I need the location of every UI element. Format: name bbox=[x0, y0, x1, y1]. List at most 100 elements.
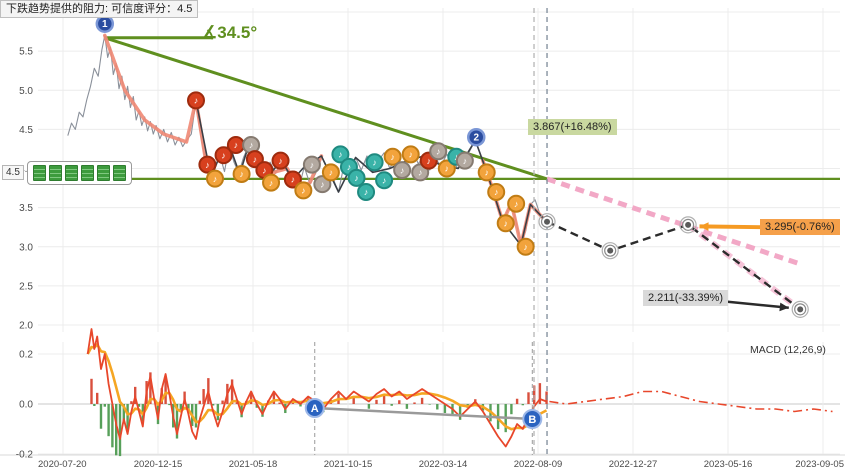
svg-text:♪: ♪ bbox=[301, 186, 306, 196]
svg-text:♪: ♪ bbox=[269, 178, 274, 188]
event-marker-teal[interactable]: ♪ bbox=[357, 182, 376, 201]
event-marker-gray[interactable]: ♪ bbox=[429, 142, 448, 161]
event-marker-orange[interactable]: ♪ bbox=[321, 163, 340, 182]
pivot-marker-1[interactable]: 1 bbox=[95, 14, 115, 33]
svg-text:A: A bbox=[311, 403, 319, 415]
x-axis-date: 2022-03-14 bbox=[419, 459, 468, 470]
svg-text:0.2: 0.2 bbox=[19, 350, 33, 361]
svg-text:♪: ♪ bbox=[400, 165, 405, 175]
score-tag: 4.5 bbox=[2, 165, 24, 180]
svg-text:♪: ♪ bbox=[221, 150, 226, 160]
event-marker-teal[interactable]: ♪ bbox=[365, 153, 384, 172]
event-marker-teal[interactable]: ♪ bbox=[331, 145, 350, 164]
event-marker-orange[interactable]: ♪ bbox=[383, 147, 402, 166]
pivot-markers: 12 bbox=[95, 14, 486, 147]
x-axis-date: 2022-08-09 bbox=[514, 459, 563, 470]
pivot-marker-2[interactable]: 2 bbox=[467, 127, 486, 147]
svg-text:♪: ♪ bbox=[354, 173, 359, 183]
svg-text:♪: ♪ bbox=[463, 156, 468, 166]
angle-annotation: ∡34.5° bbox=[202, 23, 258, 42]
svg-text:♪: ♪ bbox=[382, 175, 387, 185]
event-marker-red[interactable]: ♪ bbox=[271, 151, 290, 170]
svg-text:♪: ♪ bbox=[418, 168, 423, 178]
x-axis-date: 2021-10-15 bbox=[324, 459, 373, 470]
x-axis-date: 2020-07-20 bbox=[38, 459, 87, 470]
event-marker-orange[interactable]: ♪ bbox=[262, 173, 281, 192]
svg-text:♪: ♪ bbox=[408, 150, 413, 160]
macd-ab-markers: AB bbox=[304, 398, 543, 429]
event-marker-orange[interactable]: ♪ bbox=[516, 237, 535, 256]
event-marker-orange[interactable]: ♪ bbox=[401, 145, 420, 164]
svg-text:♪: ♪ bbox=[205, 160, 210, 170]
svg-text:♪: ♪ bbox=[364, 187, 369, 197]
event-marker-red[interactable]: ♪ bbox=[198, 155, 217, 174]
price-target-orange-label: 3.295(-0.76%) bbox=[760, 219, 840, 235]
event-marker-orange[interactable]: ♪ bbox=[294, 181, 313, 200]
svg-text:3.5: 3.5 bbox=[19, 203, 33, 214]
event-marker-gray[interactable]: ♪ bbox=[302, 155, 321, 174]
svg-text:♪: ♪ bbox=[427, 156, 432, 166]
svg-text:B: B bbox=[528, 414, 536, 426]
macd-marker-B[interactable]: B bbox=[522, 409, 543, 429]
x-axis-date: 2020-12-15 bbox=[134, 459, 183, 470]
event-marker-orange[interactable]: ♪ bbox=[487, 182, 506, 201]
x-axis-date: 2023-09-05 bbox=[795, 459, 844, 470]
event-marker-orange[interactable]: ♪ bbox=[232, 164, 251, 183]
price-target-mid-label: 3.867(+16.48%) bbox=[528, 119, 617, 135]
event-marker-orange[interactable]: ♪ bbox=[206, 169, 224, 188]
event-marker-red[interactable]: ♪ bbox=[214, 146, 233, 165]
svg-text:♪: ♪ bbox=[213, 174, 218, 184]
svg-text:♪: ♪ bbox=[310, 160, 315, 170]
svg-text:♪: ♪ bbox=[320, 179, 325, 189]
svg-text:4.5: 4.5 bbox=[19, 125, 33, 136]
svg-text:2.0: 2.0 bbox=[19, 321, 33, 332]
svg-text:♪: ♪ bbox=[291, 175, 296, 185]
svg-text:0.0: 0.0 bbox=[19, 400, 33, 411]
event-marker-red[interactable]: ♪ bbox=[187, 91, 205, 110]
event-marker-orange[interactable]: ♪ bbox=[477, 163, 496, 182]
svg-text:♪: ♪ bbox=[262, 165, 267, 175]
price-target-gray-label: 2.211(-33.39%) bbox=[643, 290, 729, 306]
svg-text:♪: ♪ bbox=[329, 168, 334, 178]
svg-text:♪: ♪ bbox=[234, 140, 239, 150]
event-marker-red[interactable]: ♪ bbox=[226, 136, 245, 155]
svg-text:♪: ♪ bbox=[390, 152, 395, 162]
svg-text:5.5: 5.5 bbox=[19, 47, 33, 58]
svg-text:♪: ♪ bbox=[484, 168, 489, 178]
svg-text:2.5: 2.5 bbox=[19, 281, 33, 292]
svg-text:♪: ♪ bbox=[372, 157, 377, 167]
confidence-score-widget bbox=[27, 161, 132, 185]
event-marker-red[interactable]: ♪ bbox=[283, 170, 302, 189]
svg-text:-0.2: -0.2 bbox=[16, 450, 34, 461]
event-marker-orange[interactable]: ♪ bbox=[437, 159, 456, 178]
svg-text:3.0: 3.0 bbox=[19, 242, 33, 253]
svg-text:♪: ♪ bbox=[253, 154, 258, 164]
svg-text:5.0: 5.0 bbox=[19, 86, 33, 97]
svg-text:♪: ♪ bbox=[503, 218, 508, 228]
svg-text:♪: ♪ bbox=[194, 96, 199, 106]
event-marker-teal[interactable]: ♪ bbox=[375, 171, 394, 190]
svg-text:♪: ♪ bbox=[249, 140, 254, 150]
event-markers: ♪♪♪♪♪♪♪♪♪♪♪♪♪♪♪♪♪♪♪♪♪♪♪♪♪♪♪♪♪♪ ♪♪♪♪♪♪ bbox=[187, 91, 535, 256]
svg-text:♪: ♪ bbox=[454, 152, 459, 162]
svg-text:♪: ♪ bbox=[436, 146, 441, 156]
svg-text:♪: ♪ bbox=[514, 199, 519, 209]
pattern-icon bbox=[65, 165, 78, 181]
event-marker-gray[interactable]: ♪ bbox=[393, 161, 412, 180]
event-marker-teal[interactable]: ♪ bbox=[347, 168, 366, 187]
event-marker-orange[interactable]: ♪ bbox=[496, 214, 515, 233]
projection-lines bbox=[546, 176, 803, 312]
macd-lines bbox=[86, 328, 833, 455]
pattern-icon bbox=[113, 165, 126, 181]
pattern-icon bbox=[49, 165, 62, 181]
svg-text:♪: ♪ bbox=[347, 162, 352, 172]
event-marker-gray[interactable]: ♪ bbox=[455, 151, 474, 170]
trend-lines bbox=[38, 36, 840, 181]
pattern-icon bbox=[33, 165, 46, 181]
reference-vlines bbox=[533, 8, 548, 455]
macd-marker-A[interactable]: A bbox=[304, 398, 325, 418]
target-arrows bbox=[699, 222, 789, 312]
event-marker-orange[interactable]: ♪ bbox=[507, 194, 526, 213]
